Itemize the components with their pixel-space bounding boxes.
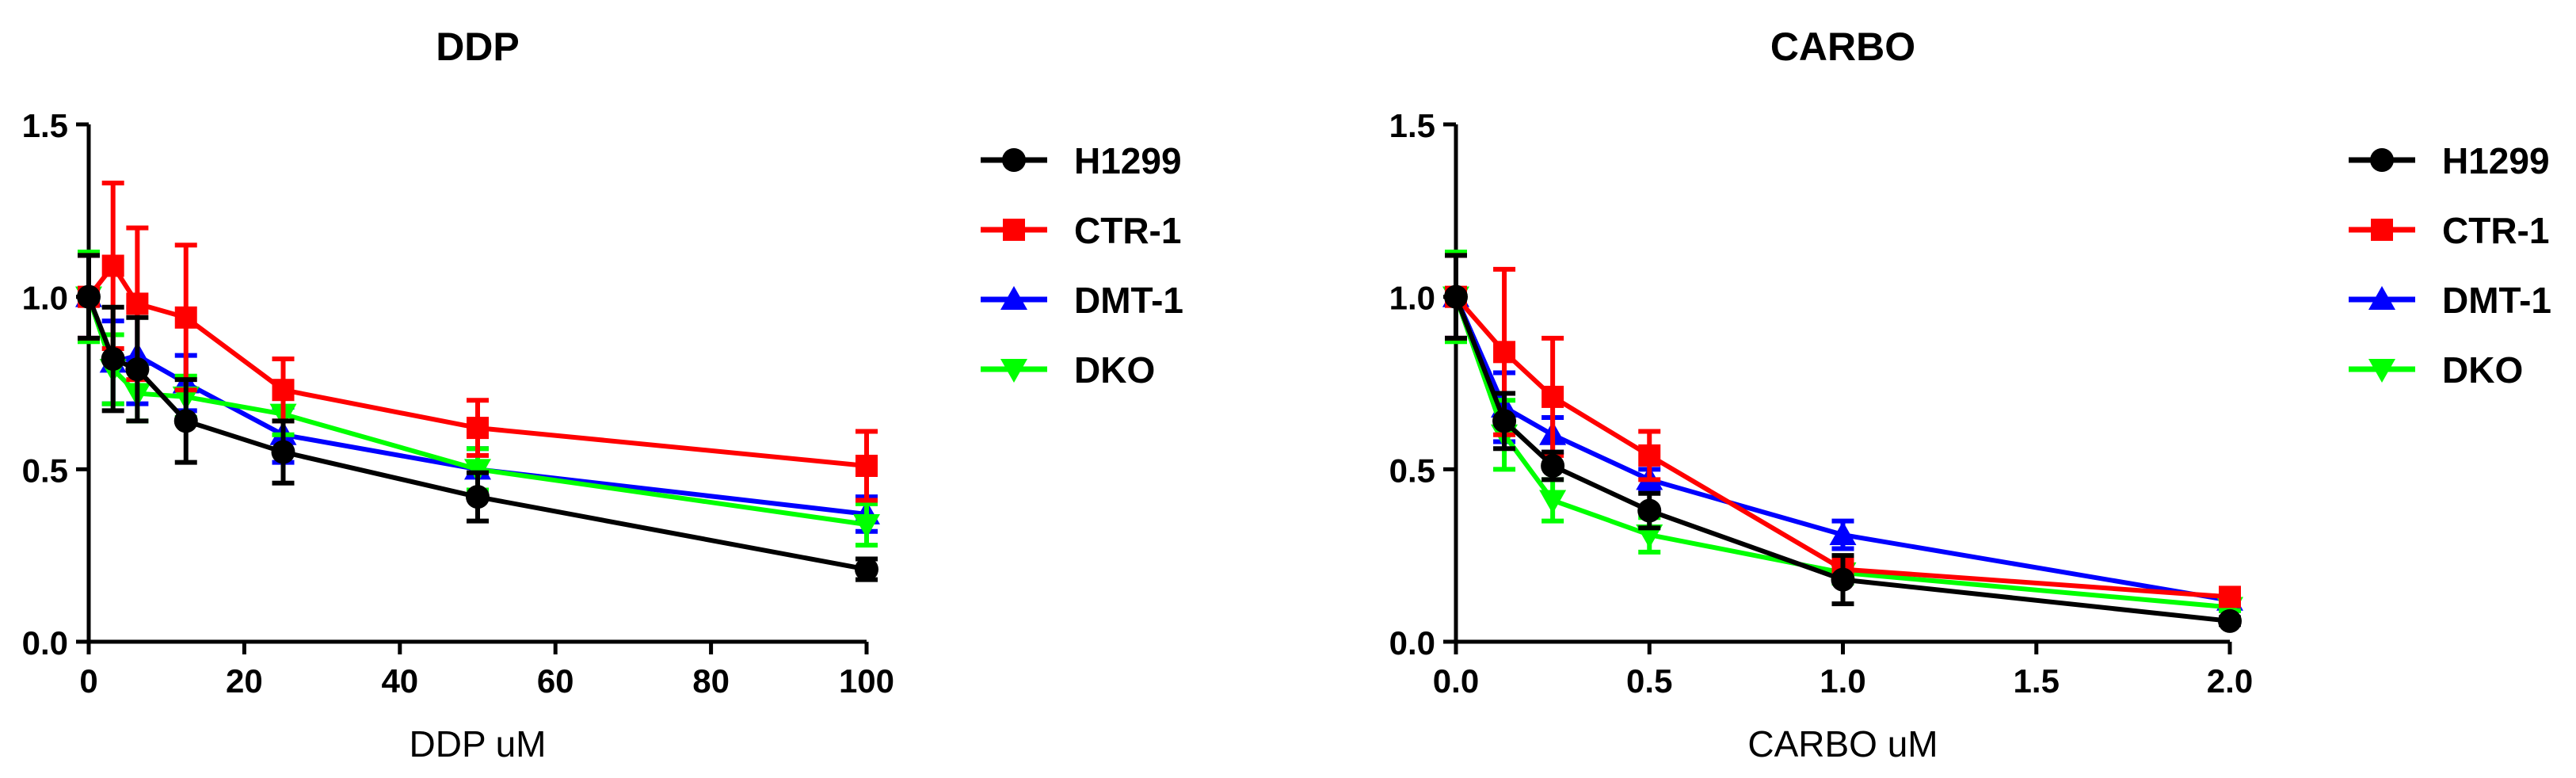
- data-point: [1637, 498, 1662, 523]
- data-point: [1492, 409, 1517, 433]
- legend: H1299 CTR-1 DMT-1 DKO: [2349, 140, 2551, 391]
- data-point: [1829, 521, 1857, 546]
- legend-marker: [2370, 148, 2394, 172]
- series-line: [1454, 296, 2231, 610]
- data-point: [1541, 385, 1564, 408]
- y-tick-label: 0.5: [1389, 452, 1435, 489]
- legend-label-dmt-1: DMT-1: [2442, 280, 2551, 321]
- data-point: [853, 513, 880, 538]
- legend-marker: [1003, 219, 1025, 241]
- axes: 0.0 0.5 1.0 1.5 0 20 40 60 80 100: [22, 107, 894, 700]
- data-point: [855, 557, 878, 582]
- legend-label-ctr-1: CTR-1: [2442, 210, 2549, 251]
- y-tick-label: 0.5: [22, 452, 68, 489]
- y-tick-label: 1.5: [22, 107, 68, 144]
- legend-marker: [2368, 359, 2395, 383]
- data-point: [126, 292, 149, 315]
- data-point: [1831, 567, 1855, 592]
- legend-marker: [1000, 286, 1027, 310]
- y-tick-label: 1.5: [1389, 107, 1435, 144]
- x-tick-label: 40: [381, 662, 418, 700]
- data-point: [272, 379, 295, 402]
- chart-ddp: DDP DDP uM 0.0 0.5 1.0 1.5 0 20 40 60 80 100 H1299…: [22, 25, 1183, 765]
- y-tick-label: 1.0: [22, 280, 68, 317]
- series-line: [1454, 296, 2231, 603]
- x-tick-label: 0.0: [1433, 662, 1479, 700]
- data-point: [2218, 608, 2242, 633]
- data-point: [77, 284, 101, 309]
- legend-label-h1299: H1299: [2442, 140, 2550, 181]
- legend-marker: [2368, 286, 2395, 310]
- data-point: [1541, 453, 1565, 478]
- series-h1299: [1444, 253, 2242, 633]
- y-tick-label: 1.0: [1389, 280, 1435, 317]
- data-point: [101, 254, 124, 277]
- x-axis-label: CARBO uM: [1747, 723, 1938, 765]
- data-point: [173, 409, 198, 433]
- legend-marker: [2371, 219, 2393, 241]
- data-point: [855, 454, 878, 477]
- data-point: [1539, 490, 1567, 514]
- series-line: [1454, 296, 2231, 624]
- chart-title: CARBO: [1770, 25, 1915, 69]
- x-tick-label: 80: [692, 662, 730, 700]
- x-tick-label: 0: [79, 662, 97, 700]
- legend-label-h1299: H1299: [1074, 140, 1182, 181]
- legend-label-dmt-1: DMT-1: [1074, 280, 1183, 321]
- data-point: [466, 485, 490, 509]
- data-point: [1638, 444, 1661, 467]
- chart-title: DDP: [436, 25, 520, 69]
- data-point: [174, 306, 197, 329]
- series-h1299: [77, 253, 878, 582]
- data-point: [467, 417, 489, 440]
- legend-label-dko: DKO: [1074, 349, 1155, 391]
- x-axis-label: DDP uM: [410, 723, 547, 765]
- legend-marker: [1000, 359, 1027, 383]
- x-tick-label: 2.0: [2207, 662, 2253, 700]
- x-tick-label: 100: [839, 662, 894, 700]
- y-tick-label: 0.0: [1389, 624, 1435, 662]
- data-point: [1636, 524, 1663, 549]
- x-tick-label: 1.0: [1820, 662, 1865, 700]
- axes: 0.0 0.5 1.0 1.5 0.0 0.5 1.0 1.5 2.0: [1389, 107, 2254, 700]
- data-point: [1493, 341, 1516, 364]
- data-point: [125, 357, 150, 382]
- data-point: [101, 347, 125, 372]
- chart-carbo: CARBO CARBO uM 0.0 0.5 1.0 1.5 0.0 0.5 1.0 1.5 2…: [1389, 25, 2551, 765]
- legend-marker: [1002, 148, 1026, 172]
- x-tick-label: 20: [226, 662, 263, 700]
- y-tick-label: 0.0: [22, 624, 68, 662]
- legend-label-ctr-1: CTR-1: [1074, 210, 1181, 251]
- data-point: [1444, 284, 1468, 309]
- legend-label-dko: DKO: [2442, 349, 2523, 391]
- x-tick-label: 0.5: [1626, 662, 1672, 700]
- series-line: [1454, 295, 2231, 600]
- data-point: [271, 440, 295, 464]
- series-ctr-1: [78, 181, 878, 503]
- data-point: [2219, 585, 2241, 608]
- legend: H1299 CTR-1 DMT-1 DKO: [981, 140, 1183, 391]
- x-tick-label: 60: [537, 662, 574, 700]
- x-tick-label: 1.5: [2014, 662, 2060, 700]
